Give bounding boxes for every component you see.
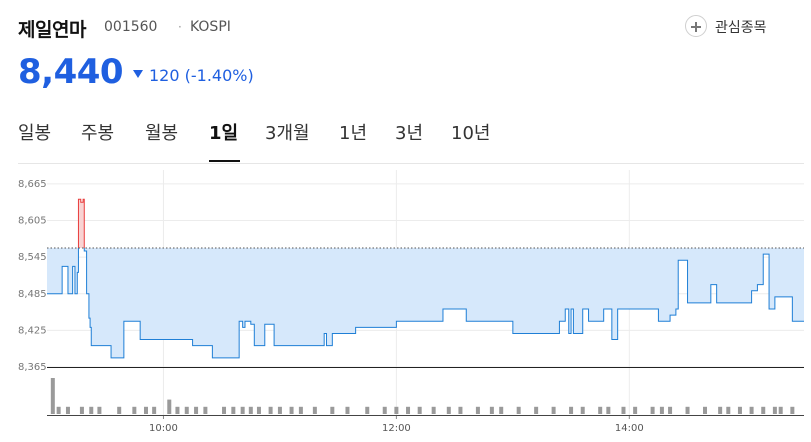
volume-bar: [458, 406, 463, 414]
volume-bar: [685, 406, 690, 414]
active-tab-indicator: [209, 160, 240, 162]
volume-bar: [268, 406, 273, 414]
tab-10year[interactable]: 10년: [451, 123, 491, 144]
volume-bar: [621, 406, 626, 414]
tab-1year[interactable]: 1년: [339, 123, 368, 144]
tab-3year[interactable]: 3년: [395, 123, 424, 144]
separator-dot: ·: [178, 20, 182, 34]
y-tick-label: 8,605: [18, 216, 47, 227]
tab-weekly[interactable]: 주봉: [81, 123, 115, 144]
volume-bar: [97, 406, 102, 414]
volume-bar: [345, 406, 350, 414]
volume-bar: [446, 406, 451, 414]
volume-bar: [175, 406, 180, 414]
volume-bar: [703, 406, 708, 414]
volume-bar: [718, 406, 723, 414]
volume-bar: [231, 406, 236, 414]
stock-code: 001560: [104, 19, 158, 35]
volume-bar: [152, 406, 157, 414]
volume-bar: [749, 406, 754, 414]
y-tick-label: 8,545: [18, 252, 47, 263]
volume-bar: [56, 406, 61, 414]
volume-bar: [203, 406, 208, 414]
volume-bar: [394, 406, 399, 414]
y-tick-label: 8,665: [18, 179, 47, 190]
volume-bar: [365, 406, 370, 414]
volume-bar: [431, 406, 436, 414]
volume-bar: [778, 406, 783, 414]
period-tabs: 일봉 주봉 월봉 1일 3개월 1년 3년 10년: [0, 112, 811, 164]
volume-bar: [167, 399, 172, 414]
volume-bar: [289, 406, 294, 414]
volume-bar: [240, 406, 245, 414]
volume-bar: [117, 406, 122, 414]
volume-bar: [382, 406, 387, 414]
volume-bar: [475, 406, 480, 414]
y-tick-label: 8,485: [18, 289, 47, 300]
volume-bar: [330, 406, 335, 414]
x-tick-label: 10:00: [149, 423, 178, 434]
volume-bar: [580, 406, 585, 414]
volume-bar: [598, 406, 603, 414]
add-watchlist-button[interactable]: 관심종목: [685, 13, 805, 43]
volume-bar: [256, 406, 261, 414]
market-name: KOSPI: [190, 19, 231, 35]
volume-bar: [772, 406, 777, 414]
volume-bar: [222, 406, 227, 414]
watchlist-label: 관심종목: [715, 20, 767, 36]
volume-bar: [248, 406, 253, 414]
y-tick-label: 8,365: [18, 362, 47, 373]
volume-bar: [298, 406, 303, 414]
volume-bar: [761, 406, 766, 414]
x-tick-label: 12:00: [382, 423, 411, 434]
volume-bar: [534, 406, 539, 414]
volume-bar: [606, 406, 611, 414]
volume-bar: [277, 406, 282, 414]
volume-bar: [551, 406, 556, 414]
volume-bar: [659, 406, 664, 414]
volume-bar: [668, 406, 673, 414]
volume-bar: [132, 406, 137, 414]
price-fill-below: [47, 248, 804, 358]
volume-bar: [790, 406, 795, 414]
volume-bar: [79, 406, 84, 414]
volume-bar: [50, 378, 55, 414]
price-change: 120 (-1.40%): [149, 66, 254, 85]
volume-bar: [406, 406, 411, 414]
tab-3month[interactable]: 3개월: [265, 123, 310, 144]
volume-bar: [312, 406, 317, 414]
intraday-chart[interactable]: 8,665 8,605 8,545 8,485 8,425 8,365 10:00 12:00…: [0, 170, 811, 442]
current-price: 8,440: [18, 52, 124, 92]
x-tick-label: 14:00: [615, 423, 644, 434]
stock-header: 제일연마 001560 · KOSPI 관심종목: [18, 14, 811, 44]
volume-bar: [516, 406, 521, 414]
price-line-below: [47, 248, 804, 359]
volume-bar: [499, 406, 504, 414]
tab-1day[interactable]: 1일: [209, 123, 239, 144]
price-fill-above: [78, 199, 85, 249]
volume-bar: [737, 406, 742, 414]
volume-bar: [194, 406, 199, 414]
volume-bar: [569, 406, 574, 414]
plus-circle-icon: [685, 15, 707, 37]
volume-bar: [184, 406, 189, 414]
volume-bar: [633, 406, 638, 414]
volume-bar: [65, 406, 70, 414]
volume-bar: [143, 406, 148, 414]
tab-monthly[interactable]: 월봉: [145, 123, 179, 144]
down-triangle-icon: [133, 70, 143, 78]
y-tick-label: 8,425: [18, 325, 47, 336]
tabs-divider: [18, 163, 804, 164]
tab-daily[interactable]: 일봉: [18, 123, 52, 144]
volume-bar: [489, 406, 494, 414]
volume-bar: [89, 406, 94, 414]
volume-bar: [726, 406, 731, 414]
stock-name: 제일연마: [18, 19, 86, 41]
volume-bar: [417, 406, 422, 414]
volume-bar: [650, 406, 655, 414]
